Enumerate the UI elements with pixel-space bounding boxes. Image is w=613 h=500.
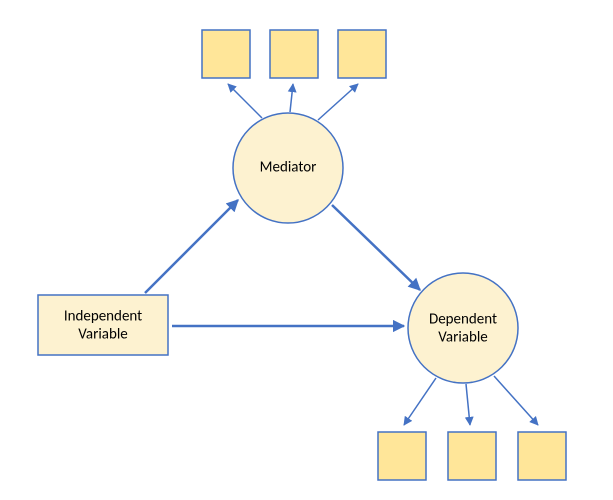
dependent-label-line2: Variable — [438, 329, 488, 347]
mediator-label: Mediator — [260, 159, 317, 177]
indicator-box — [270, 30, 318, 78]
dependent-label-line1: Dependent — [429, 311, 497, 329]
indicator-box — [202, 30, 250, 78]
indicator-box — [378, 432, 426, 480]
independent-label-line2: Variable — [78, 326, 128, 344]
indicator-box — [338, 30, 386, 78]
indicator-box — [518, 432, 566, 480]
indicator-box — [448, 432, 496, 480]
independent-label-line1: Independent — [64, 308, 142, 326]
mediation-diagram: IndependentVariableMediatorDependentVari… — [0, 0, 613, 500]
